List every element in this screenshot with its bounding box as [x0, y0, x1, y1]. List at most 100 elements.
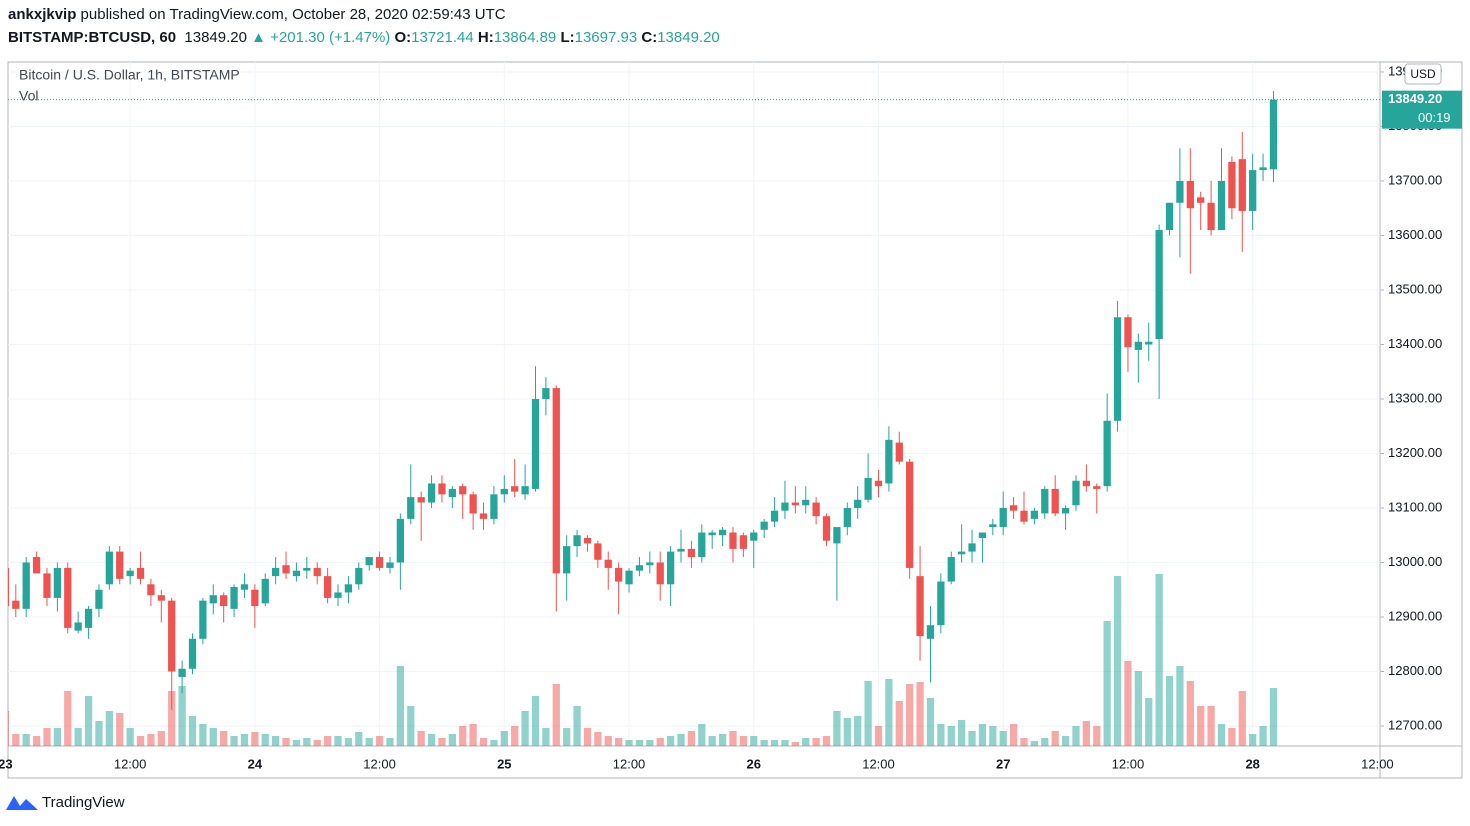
- volume-bar: [209, 728, 217, 746]
- y-tick-label: 13500.00: [1388, 281, 1442, 296]
- candle-body: [770, 510, 779, 522]
- volume-bar: [22, 734, 30, 746]
- x-tick-label: 12:00: [114, 756, 147, 771]
- candle-body: [1061, 507, 1070, 514]
- candle-body: [625, 570, 633, 585]
- candle-body: [147, 584, 155, 596]
- volume-bar: [708, 736, 716, 746]
- candle-body: [178, 668, 186, 677]
- volume-bar: [604, 736, 612, 746]
- candle-body: [459, 486, 467, 495]
- legend-volume: Vol: [19, 88, 38, 104]
- volume-bar: [1072, 726, 1080, 746]
- volume-bar: [313, 740, 321, 746]
- candle-body: [1020, 510, 1028, 522]
- volume-bar: [448, 734, 456, 746]
- candle-body: [916, 576, 924, 637]
- volume-bar: [32, 736, 41, 746]
- candle-body: [1051, 488, 1059, 514]
- candle-body: [1197, 197, 1205, 203]
- volume-bar: [968, 731, 976, 746]
- volume-bar: [1165, 676, 1174, 746]
- publish-line: ankxjkvip published on TradingView.com, …: [8, 6, 506, 23]
- volume-bar: [594, 732, 602, 746]
- candle-body: [1207, 202, 1215, 231]
- candle-body: [323, 576, 332, 598]
- close: 13849.20: [657, 29, 720, 46]
- candle-body: [1145, 341, 1153, 345]
- candle-body: [438, 483, 446, 495]
- volume-bar: [812, 738, 820, 746]
- candle-body: [1093, 486, 1101, 489]
- volume-bar: [147, 734, 155, 746]
- volume-bar: [1259, 726, 1267, 746]
- volume-bar: [230, 736, 238, 746]
- candle-body: [157, 595, 165, 601]
- volume-bar: [282, 738, 290, 746]
- candle-body: [1165, 202, 1174, 231]
- y-tick-label: 13700.00: [1388, 172, 1442, 187]
- candle-body: [199, 600, 207, 639]
- candle-body: [1217, 180, 1226, 231]
- volume-bar: [958, 720, 966, 746]
- candle-body: [854, 499, 862, 508]
- candle-body: [209, 595, 217, 604]
- x-tick-label: 27: [996, 756, 1010, 771]
- price: 13849.20: [184, 29, 247, 46]
- candle-body: [802, 499, 810, 506]
- volume-bar: [1041, 738, 1049, 746]
- volume-bar: [136, 736, 145, 746]
- volume-bar: [1176, 666, 1184, 746]
- volume-bar: [500, 731, 508, 746]
- volume-bar: [1197, 706, 1205, 746]
- candle-body: [666, 551, 675, 585]
- candle-body: [1009, 505, 1018, 511]
- candle-body: [677, 548, 685, 552]
- volume-bar: [822, 736, 831, 746]
- volume-bar: [43, 728, 51, 746]
- legend-title: Bitcoin / U.S. Dollar, 1h, BITSTAMP: [19, 67, 240, 83]
- symbol: BITSTAMP:BTCUSD, 60: [8, 29, 177, 46]
- open: 13721.44: [411, 29, 474, 46]
- y-tick-label: 12900.00: [1388, 608, 1442, 623]
- candle-body: [635, 565, 644, 571]
- high: 13864.89: [493, 29, 557, 46]
- last-price-label: 13849.20: [1388, 91, 1442, 106]
- volume-bar: [666, 736, 675, 746]
- candle-body: [698, 532, 706, 558]
- candle-body: [708, 532, 716, 536]
- candle-body: [355, 567, 363, 585]
- candle-body: [168, 600, 176, 672]
- volume-bar: [355, 732, 363, 746]
- candle-body: [874, 480, 883, 487]
- volume-bar: [1238, 691, 1246, 746]
- volume-bar: [802, 738, 810, 746]
- candle-body: [1176, 180, 1184, 203]
- volume-bar: [874, 726, 883, 746]
- volume-bar: [1009, 724, 1018, 746]
- candle-body: [74, 622, 82, 631]
- x-tick-label: 12:00: [363, 756, 396, 771]
- volume-bar: [375, 736, 384, 746]
- candle-body: [999, 507, 1007, 528]
- x-tick-label: 25: [497, 756, 511, 771]
- volume-bar: [417, 731, 425, 746]
- volume-bar: [459, 726, 467, 746]
- y-tick-label: 13100.00: [1388, 499, 1442, 514]
- x-tick-label: 12:00: [1112, 756, 1145, 771]
- volume-bar: [583, 728, 592, 746]
- candle-body: [978, 532, 987, 538]
- candle-body: [427, 483, 436, 503]
- volume-bar: [916, 682, 924, 746]
- candle-body: [230, 587, 238, 609]
- candle-body: [937, 581, 945, 626]
- candle-body: [1134, 341, 1142, 350]
- y-tick-label: 12700.00: [1388, 717, 1442, 732]
- published: published on TradingView.com, October 28…: [80, 6, 506, 23]
- volume-bar: [937, 724, 945, 746]
- x-tick-label: 26: [747, 756, 761, 771]
- candle-body: [490, 494, 498, 519]
- candle-body: [1113, 317, 1122, 421]
- volume-bar: [885, 679, 893, 746]
